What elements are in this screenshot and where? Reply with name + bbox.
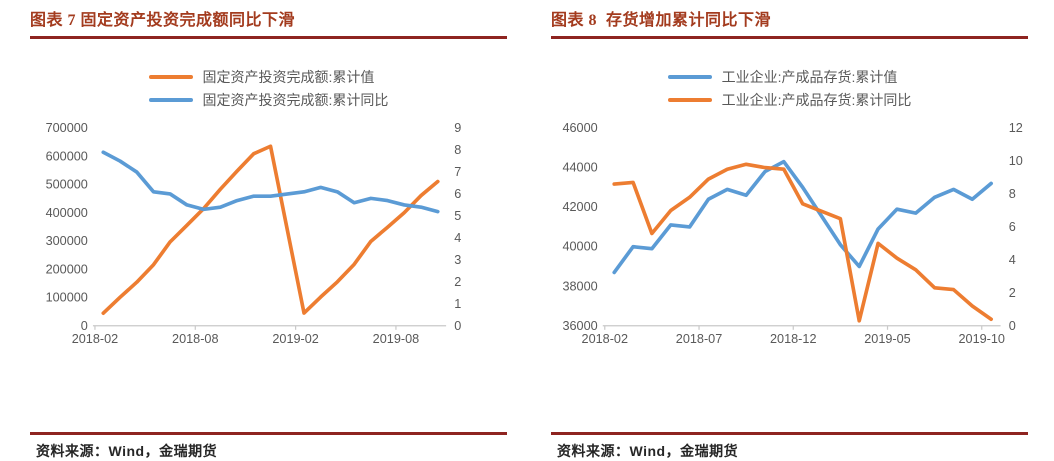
- svg-text:2: 2: [1009, 286, 1016, 300]
- svg-text:400000: 400000: [46, 206, 88, 220]
- figure-7-legend: 固定资产投资完成额:累计值 固定资产投资完成额:累计同比: [30, 69, 507, 108]
- svg-text:300000: 300000: [46, 234, 88, 248]
- svg-text:0: 0: [1009, 319, 1016, 333]
- figure-8-title-rule: [551, 36, 1028, 39]
- svg-text:36000: 36000: [562, 319, 597, 333]
- svg-text:1: 1: [454, 297, 461, 311]
- svg-text:46000: 46000: [562, 121, 597, 135]
- svg-text:8: 8: [1009, 187, 1016, 201]
- svg-text:6: 6: [454, 187, 461, 201]
- svg-text:9: 9: [454, 121, 461, 135]
- svg-text:2019-05: 2019-05: [864, 332, 910, 346]
- svg-text:2018-02: 2018-02: [582, 332, 628, 346]
- svg-text:2018-02: 2018-02: [72, 332, 118, 346]
- svg-text:44000: 44000: [562, 161, 597, 175]
- legend-swatch-orange: [148, 75, 193, 79]
- legend-swatch-blue: [667, 75, 712, 79]
- figure-8-legend: 工业企业:产成品存货:累计值 工业企业:产成品存货:累计同比: [551, 69, 1028, 108]
- svg-text:12: 12: [1009, 121, 1023, 135]
- legend-item: 固定资产投资完成额:累计同比: [148, 92, 389, 108]
- svg-text:600000: 600000: [46, 149, 88, 163]
- svg-text:2: 2: [454, 275, 461, 289]
- source-text: 资料来源：Wind，金瑞期货: [30, 432, 507, 461]
- svg-text:6: 6: [1009, 220, 1016, 234]
- svg-text:700000: 700000: [46, 121, 88, 135]
- svg-text:0: 0: [81, 319, 88, 333]
- svg-text:2019-10: 2019-10: [959, 332, 1005, 346]
- source-text: 资料来源：Wind，金瑞期货: [551, 432, 1028, 461]
- line-chart-finished-goods-inventory: 2018-02 2018-07 2018-12 2019-05 2019-10 36000…: [562, 121, 1023, 346]
- svg-text:5: 5: [454, 209, 461, 223]
- svg-text:2018-12: 2018-12: [770, 332, 816, 346]
- legend-label: 固定资产投资完成额:累计同比: [202, 92, 389, 108]
- svg-text:200000: 200000: [46, 262, 88, 276]
- svg-text:4: 4: [454, 231, 461, 245]
- legend-item: 工业企业:产成品存货:累计同比: [667, 92, 912, 108]
- svg-text:42000: 42000: [562, 200, 597, 214]
- legend-label: 固定资产投资完成额:累计值: [202, 69, 375, 85]
- figure-7-title-rule: [30, 36, 507, 39]
- svg-text:2019-08: 2019-08: [373, 332, 419, 346]
- panel-finished-goods-inventory: 图表 8 存货增加累计同比下滑 工业企业:产成品存货:累计值 工业企业:产成品存…: [551, 10, 1028, 461]
- svg-text:8: 8: [454, 143, 461, 157]
- figure-7-title: 图表 7 固定资产投资完成额同比下滑: [30, 12, 296, 29]
- svg-text:7: 7: [454, 165, 461, 179]
- svg-text:38000: 38000: [562, 279, 597, 293]
- svg-text:2018-07: 2018-07: [676, 332, 722, 346]
- svg-text:2019-02: 2019-02: [272, 332, 318, 346]
- svg-text:3: 3: [454, 253, 461, 267]
- figure-8-title: 图表 8 存货增加累计同比下滑: [551, 12, 772, 29]
- panel-fixed-asset-investment: 图表 7 固定资产投资完成额同比下滑 固定资产投资完成额:累计值 固定资产投资完…: [30, 10, 507, 461]
- svg-text:0: 0: [454, 319, 461, 333]
- svg-text:500000: 500000: [46, 178, 88, 192]
- svg-text:10: 10: [1009, 154, 1023, 168]
- svg-text:40000: 40000: [562, 240, 597, 254]
- legend-label: 工业企业:产成品存货:累计同比: [721, 92, 912, 108]
- svg-text:100000: 100000: [46, 291, 88, 305]
- legend-swatch-orange: [667, 98, 712, 102]
- svg-text:4: 4: [1009, 253, 1016, 267]
- line-chart-fixed-asset-investment: 2018-02 2018-08 2019-02 2019-08 0 100000 20000…: [46, 121, 462, 346]
- legend-swatch-blue: [148, 98, 193, 102]
- legend-item: 固定资产投资完成额:累计值: [148, 69, 375, 85]
- svg-text:2018-08: 2018-08: [172, 332, 218, 346]
- legend-item: 工业企业:产成品存货:累计值: [667, 69, 898, 85]
- legend-label: 工业企业:产成品存货:累计值: [721, 69, 898, 85]
